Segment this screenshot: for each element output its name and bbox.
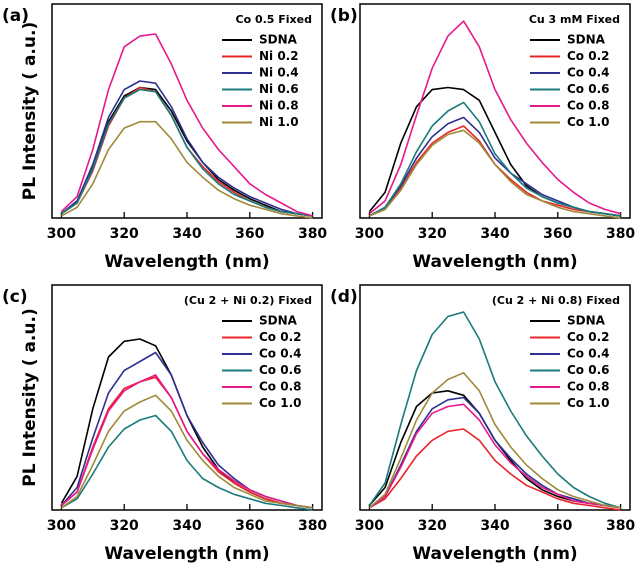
x-tick-label: 300 <box>47 518 76 534</box>
series-line <box>368 403 621 509</box>
series-line <box>60 394 313 509</box>
x-axis-label: Wavelength (nm) <box>412 252 577 272</box>
legend-label: Ni 0.6 <box>259 82 299 96</box>
legend-label: Ni 0.8 <box>259 99 299 113</box>
legend-label: Co 0.4 <box>259 347 302 361</box>
x-tick-label: 340 <box>480 226 509 242</box>
series-line <box>60 80 313 217</box>
chart-title: (Cu 2 + Ni 0.2) Fixed <box>184 294 312 307</box>
x-axis-label: Wavelength (nm) <box>412 544 577 564</box>
series-line <box>368 20 621 215</box>
chart-title: (Cu 2 + Ni 0.8) Fixed <box>492 294 620 307</box>
series-line <box>369 101 621 217</box>
panel-label: (b) <box>330 6 358 26</box>
x-tick-label: 380 <box>298 226 327 242</box>
legend-label: Co 0.8 <box>567 380 610 394</box>
legend-label: Co 0.4 <box>567 66 610 80</box>
legend-label: SDNA <box>567 314 606 328</box>
legend-label: SDNA <box>259 33 298 47</box>
series-line <box>61 120 313 219</box>
x-tick-label: 320 <box>418 226 447 242</box>
legend-label: Co 0.2 <box>259 330 302 344</box>
legend-label: Co 1.0 <box>567 396 610 410</box>
legend-label: Co 0.6 <box>567 82 610 96</box>
x-tick-label: 300 <box>47 226 76 242</box>
x-tick-label: 340 <box>172 518 201 534</box>
series-line <box>369 428 621 511</box>
x-tick-label: 320 <box>110 518 139 534</box>
x-tick-label: 320 <box>418 518 447 534</box>
legend-label: Co 0.6 <box>567 363 610 377</box>
legend-label: SDNA <box>259 314 298 328</box>
legend-label: Co 0.6 <box>259 363 302 377</box>
panel-label: (c) <box>2 287 28 307</box>
legend-label: Ni 0.2 <box>259 49 299 63</box>
series-line <box>369 129 621 219</box>
legend-label: Co 0.2 <box>567 330 610 344</box>
chart-title: Cu 3 mM Fixed <box>529 13 620 26</box>
series-line <box>60 33 313 217</box>
y-axis-label: PL Intensity ( a.u.) <box>20 22 40 200</box>
x-tick-label: 340 <box>480 518 509 534</box>
legend-label: Co 0.8 <box>567 99 610 113</box>
series-line <box>60 88 313 217</box>
x-tick-label: 380 <box>298 518 327 534</box>
x-tick-label: 360 <box>235 226 264 242</box>
x-tick-label: 380 <box>606 226 635 242</box>
x-tick-label: 360 <box>543 226 572 242</box>
x-axis-label: Wavelength (nm) <box>104 252 269 272</box>
x-tick-label: 340 <box>172 226 201 242</box>
x-tick-label: 320 <box>110 226 139 242</box>
series-line <box>368 311 621 509</box>
legend-label: Co 0.2 <box>567 49 610 63</box>
legend-label: Co 1.0 <box>567 115 610 129</box>
panel-label: (d) <box>330 287 358 307</box>
legend-label: Co 0.4 <box>567 347 610 361</box>
legend-label: Co 0.8 <box>259 380 302 394</box>
x-tick-label: 360 <box>235 518 264 534</box>
series-line <box>368 396 621 509</box>
series-line <box>61 414 313 511</box>
series-line <box>368 372 621 509</box>
chart-title: Co 0.5 Fixed <box>236 13 313 26</box>
series-line <box>60 374 313 509</box>
legend-label: SDNA <box>567 33 606 47</box>
legend-label: Ni 1.0 <box>259 115 299 129</box>
x-tick-label: 300 <box>355 226 384 242</box>
legend-label: Ni 0.4 <box>259 66 299 80</box>
x-axis-label: Wavelength (nm) <box>104 544 269 564</box>
legend-label: Co 1.0 <box>259 396 302 410</box>
x-tick-label: 380 <box>606 518 635 534</box>
x-tick-label: 300 <box>355 518 384 534</box>
y-axis-label: PL Intensity ( a.u.) <box>20 308 40 486</box>
x-tick-label: 360 <box>543 518 572 534</box>
panel-label: (a) <box>2 6 29 26</box>
